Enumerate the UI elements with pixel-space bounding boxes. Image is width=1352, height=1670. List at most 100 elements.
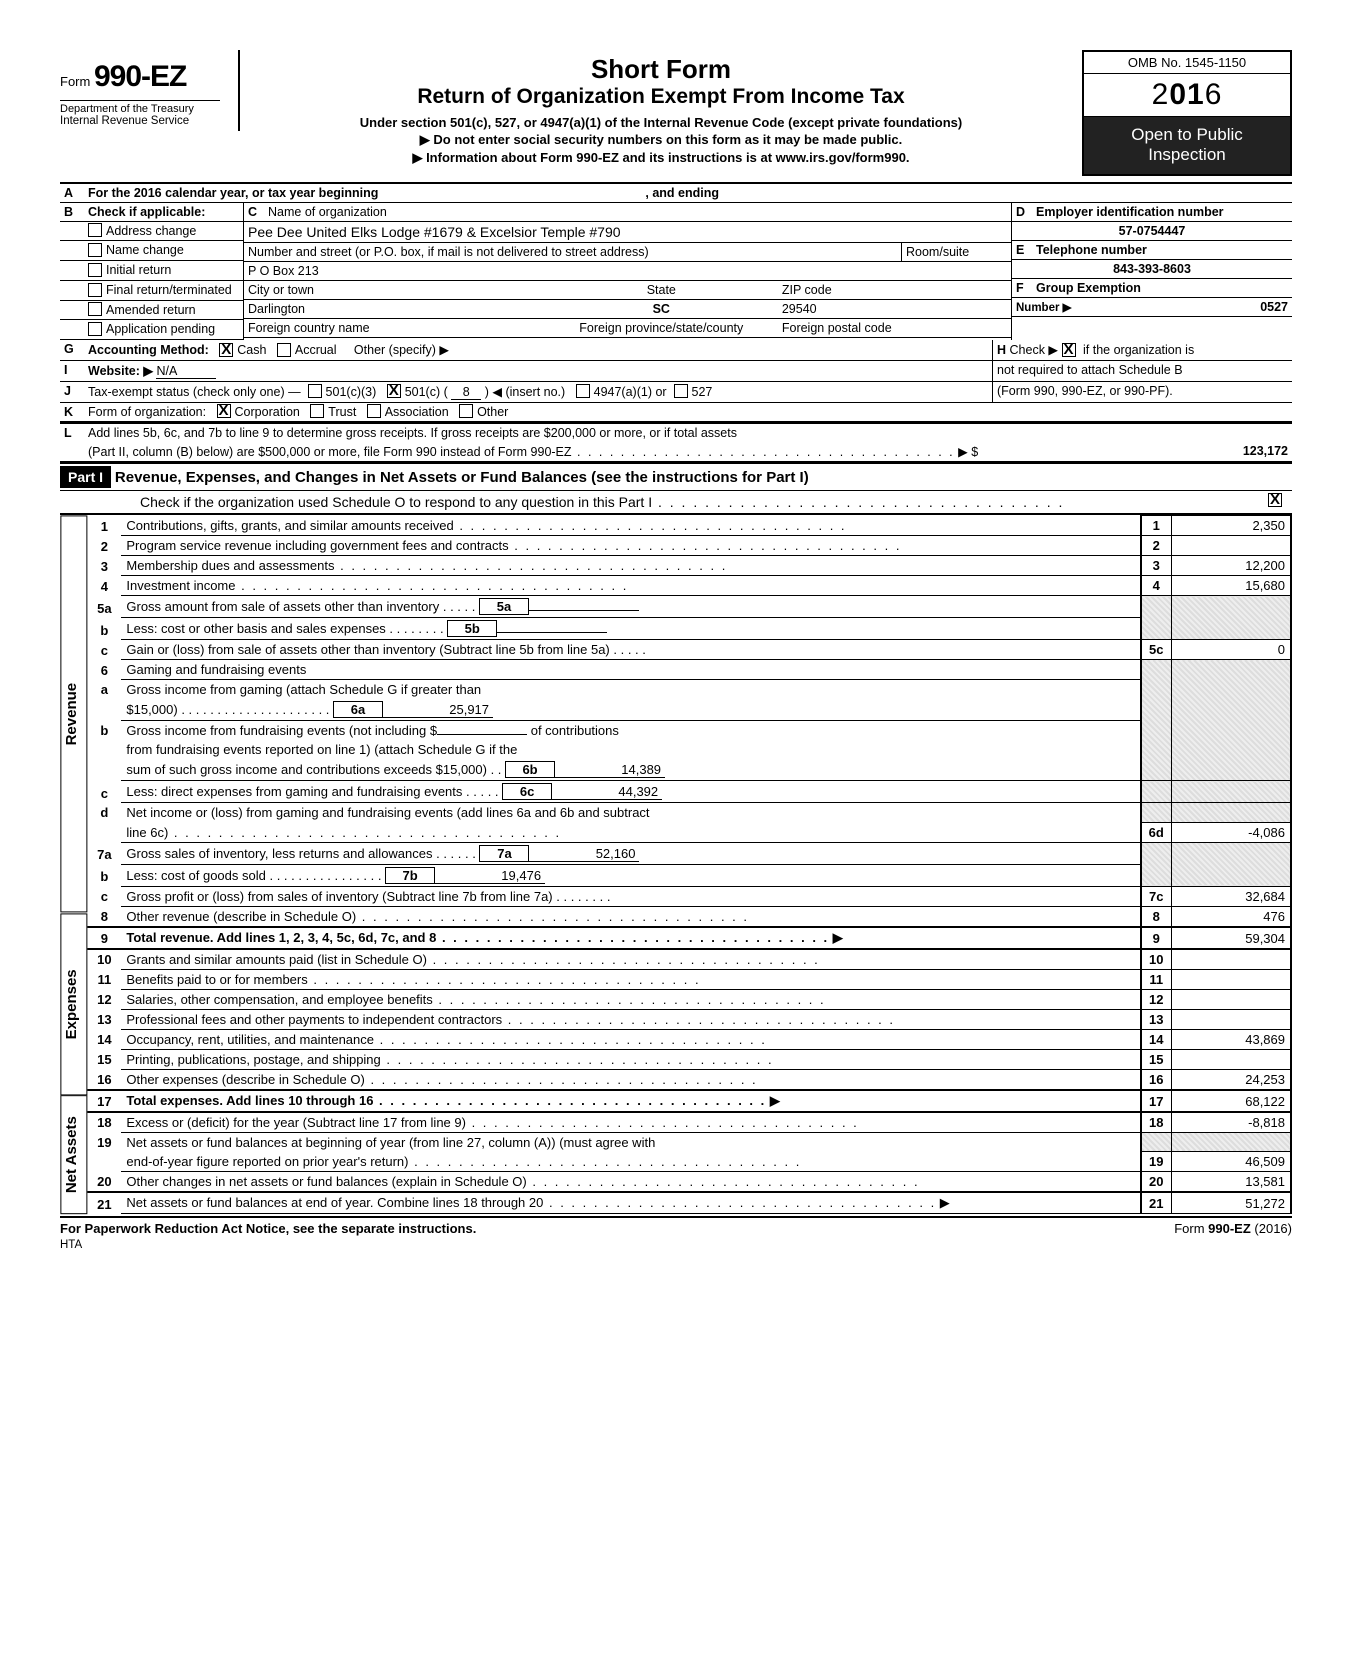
l6b-t2: of contributions [531,723,619,738]
footer-rf: 990-EZ [1208,1221,1251,1236]
dept-irs: Internal Revenue Service [60,115,220,127]
line-L2: (Part II, column (B) below) are $500,000… [60,442,1292,464]
c-label: Name of organization [264,203,1011,222]
year-d2: 1 [1187,78,1205,111]
b-item-5: Application pending [106,322,215,336]
line-K: K Form of organization: Corporation Trus… [60,403,1292,425]
letter-K: K [60,403,84,423]
k-other: Other [477,405,508,419]
form-number-box: Form 990-EZ Department of the Treasury I… [60,50,240,131]
line-J: J Tax-exempt status (check only one) — 5… [60,382,1292,403]
l6b-t4: sum of such gross income and contributio… [126,762,487,777]
year-d1: 0 [1169,78,1187,111]
l7a-n: 7a [479,845,529,862]
room-label: Room/suite [901,243,1011,262]
g-label: Accounting Method: [88,343,209,357]
l18-t: Excess or (deficit) for the year (Subtra… [126,1115,466,1130]
sidebar-expenses: Expenses [60,913,87,1095]
letter-H: H [997,343,1006,357]
line-I: I Website: ▶ N/A not required to attach … [60,361,1292,382]
j-cend: ) ◀ (insert no.) [485,385,565,399]
chk-app-pending[interactable] [88,322,102,336]
form-number: 990-EZ [94,60,186,93]
chk-sched-b[interactable] [1062,343,1076,357]
org-name: Pee Dee United Elks Lodge #1679 & Excels… [244,222,1011,243]
b-item-0: Address change [106,224,196,238]
ssn-line: Do not enter social security numbers on … [433,132,902,147]
l6b-t3: from fundraising events reported on line… [121,740,1141,759]
l6a-t2: $15,000) [126,702,177,717]
letter-G: G [60,340,84,361]
p1-checktext: Check if the organization used Schedule … [140,494,652,510]
l1-t: Contributions, gifts, grants, and simila… [126,518,453,533]
zip-label: ZIP code [778,281,1011,300]
l1-a: 2,350 [1171,516,1291,536]
chk-4947[interactable] [576,384,590,398]
year-d0: 2 [1152,78,1170,111]
l6d-t2: line 6c) [126,825,168,840]
l21-a: 51,272 [1171,1192,1291,1214]
l6c-t: Less: direct expenses from gaming and fu… [126,784,462,799]
l5b-n: 5b [447,620,497,637]
part1-table-wrap: Revenue Expenses Net Assets 1Contributio… [60,515,1292,1214]
chk-other-org[interactable] [459,404,473,418]
chk-amended[interactable] [88,302,102,316]
chk-final-return[interactable] [88,283,102,297]
part1-checkline: Check if the organization used Schedule … [60,491,1292,515]
chk-501c3[interactable] [308,384,322,398]
col-B: BCheck if applicable: Address change Nam… [60,203,244,340]
l15-t: Printing, publications, postage, and shi… [126,1052,380,1067]
j-c: 501(c) ( [405,385,448,399]
fpc-label: Foreign postal code [778,319,1011,338]
l11-a [1171,969,1291,989]
chk-name-change[interactable] [88,243,102,257]
chk-initial-return[interactable] [88,263,102,277]
chk-trust[interactable] [310,404,324,418]
title-line2: Return of Organization Exempt From Incom… [260,85,1062,109]
l7b-t: Less: cost of goods sold [126,868,265,883]
l6c-n: 6c [502,783,552,800]
a-mid: , and ending [645,186,719,200]
l12-a [1171,989,1291,1009]
l-text2: (Part II, column (B) below) are $500,000… [88,445,572,459]
chk-assoc[interactable] [367,404,381,418]
letter-A: A [60,184,84,203]
l4-t: Investment income [126,578,235,593]
chk-501c[interactable] [387,384,401,398]
l14-t: Occupancy, rent, utilities, and maintena… [126,1032,374,1047]
l5c-a: 0 [1171,640,1291,660]
footer-ry: (2016) [1251,1221,1292,1236]
chk-schedule-o[interactable] [1268,493,1282,507]
j-a1: 4947(a)(1) or [594,385,667,399]
chk-cash[interactable] [219,343,233,357]
h-t2: if the organization is [1083,343,1194,357]
l4-a: 15,680 [1171,576,1291,596]
l16-a: 24,253 [1171,1069,1291,1090]
l5b-t: Less: cost or other basis and sales expe… [126,621,385,636]
letter-J: J [60,382,84,403]
l8-a: 476 [1171,906,1291,927]
h-t1: Check ▶ [1010,343,1059,357]
l8-t: Other revenue (describe in Schedule O) [126,909,356,924]
l17-a: 68,122 [1171,1090,1291,1112]
zip: 29540 [778,300,1011,319]
k-assoc: Association [385,405,449,419]
letter-F: F [1012,279,1032,298]
title-line1: Short Form [260,54,1062,85]
chk-corp[interactable] [217,404,231,418]
city: Darlington [244,300,545,319]
l19-a: 46,509 [1171,1152,1291,1172]
chk-accrual[interactable] [277,343,291,357]
letter-D: D [1012,203,1032,222]
i-label: Website: ▶ [88,364,153,378]
l14-a: 43,869 [1171,1029,1291,1049]
open-public: Open to Public Inspection [1084,117,1290,174]
l-amount: 123,172 [1142,442,1292,462]
form-prefix: Form [60,74,90,89]
l7c-t: Gross profit or (loss) from sales of inv… [126,889,552,904]
chk-address-change[interactable] [88,223,102,237]
l6-t: Gaming and fundraising events [121,660,1141,680]
footer-left: For Paperwork Reduction Act Notice, see … [60,1221,476,1236]
l15-a [1171,1049,1291,1069]
chk-527[interactable] [674,384,688,398]
